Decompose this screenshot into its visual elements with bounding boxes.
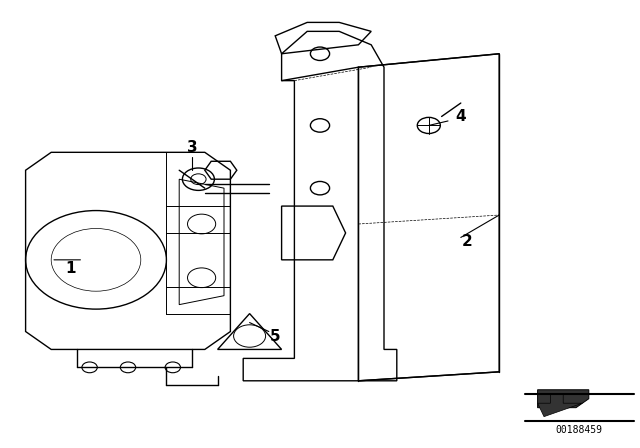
Polygon shape — [538, 394, 582, 417]
Text: 00188459: 00188459 — [556, 425, 603, 435]
Text: 4: 4 — [456, 109, 466, 124]
Polygon shape — [538, 390, 589, 408]
Text: 3: 3 — [187, 140, 197, 155]
Text: 1: 1 — [65, 261, 76, 276]
Text: 2: 2 — [462, 234, 472, 250]
Text: 5: 5 — [270, 328, 280, 344]
